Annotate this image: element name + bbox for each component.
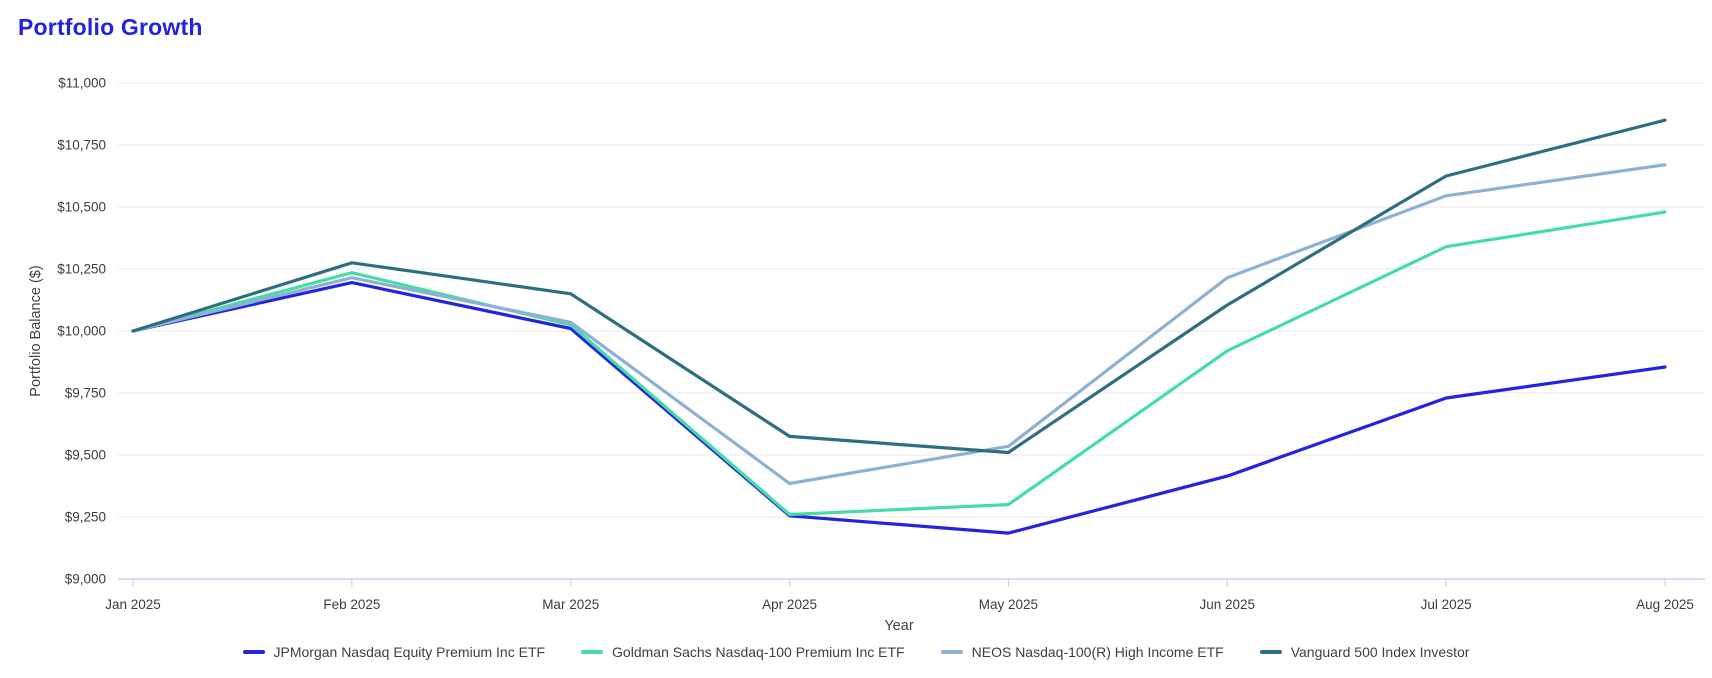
x-tick-label: Mar 2025 xyxy=(542,597,599,612)
y-tick-label: $10,250 xyxy=(57,262,106,277)
legend-swatch-icon xyxy=(242,650,265,654)
x-tick-label: Apr 2025 xyxy=(762,597,817,612)
y-tick-label: $10,750 xyxy=(57,138,106,153)
portfolio-growth-chart[interactable]: $9,000 $9,250 $9,500 $9,750 $10,000 $10,250 $1… xyxy=(0,0,1712,640)
y-tick-label: $11,000 xyxy=(58,76,106,91)
y-tick-label: $9,250 xyxy=(65,510,106,525)
x-axis-title: Year xyxy=(884,618,913,634)
legend-swatch-icon xyxy=(940,650,963,654)
x-tick-label: May 2025 xyxy=(979,597,1038,612)
legend-item-1[interactable]: Goldman Sachs Nasdaq-100 Premium Inc ETF xyxy=(581,644,905,660)
legend-item-0[interactable]: JPMorgan Nasdaq Equity Premium Inc ETF xyxy=(242,644,546,660)
legend-item-3[interactable]: Vanguard 500 Index Investor xyxy=(1259,644,1470,660)
legend-label: Goldman Sachs Nasdaq-100 Premium Inc ETF xyxy=(612,644,905,660)
y-tick-label: $9,750 xyxy=(65,386,106,401)
x-tick-label: Aug 2025 xyxy=(1636,597,1694,612)
legend-swatch-icon xyxy=(1259,650,1282,654)
x-tick-label: Jan 2025 xyxy=(105,597,161,612)
series-line-3[interactable] xyxy=(131,118,1667,455)
legend-label: JPMorgan Nasdaq Equity Premium Inc ETF xyxy=(273,644,546,660)
x-tick-label: Feb 2025 xyxy=(323,597,380,612)
y-tick-label: $9,000 xyxy=(65,572,106,587)
chart-legend: JPMorgan Nasdaq Equity Premium Inc ETF Go… xyxy=(0,644,1712,660)
y-tick-label: $9,500 xyxy=(65,448,106,463)
series-line-0[interactable] xyxy=(131,281,1667,535)
series-line-2[interactable] xyxy=(131,163,1667,486)
series-line-1[interactable] xyxy=(131,210,1667,517)
x-tick-label: Jun 2025 xyxy=(1200,597,1256,612)
y-tick-label: $10,000 xyxy=(57,324,106,339)
chart-title: Portfolio Growth xyxy=(18,14,203,40)
y-tick-label: $10,500 xyxy=(57,200,106,215)
legend-label: NEOS Nasdaq-100(R) High Income ETF xyxy=(971,644,1224,660)
y-axis-title: Portfolio Balance ($) xyxy=(28,265,44,396)
x-tick-label: Jul 2025 xyxy=(1421,597,1472,612)
legend-item-2[interactable]: NEOS Nasdaq-100(R) High Income ETF xyxy=(940,644,1224,660)
legend-label: Vanguard 500 Index Investor xyxy=(1290,644,1470,660)
legend-swatch-icon xyxy=(581,650,604,654)
